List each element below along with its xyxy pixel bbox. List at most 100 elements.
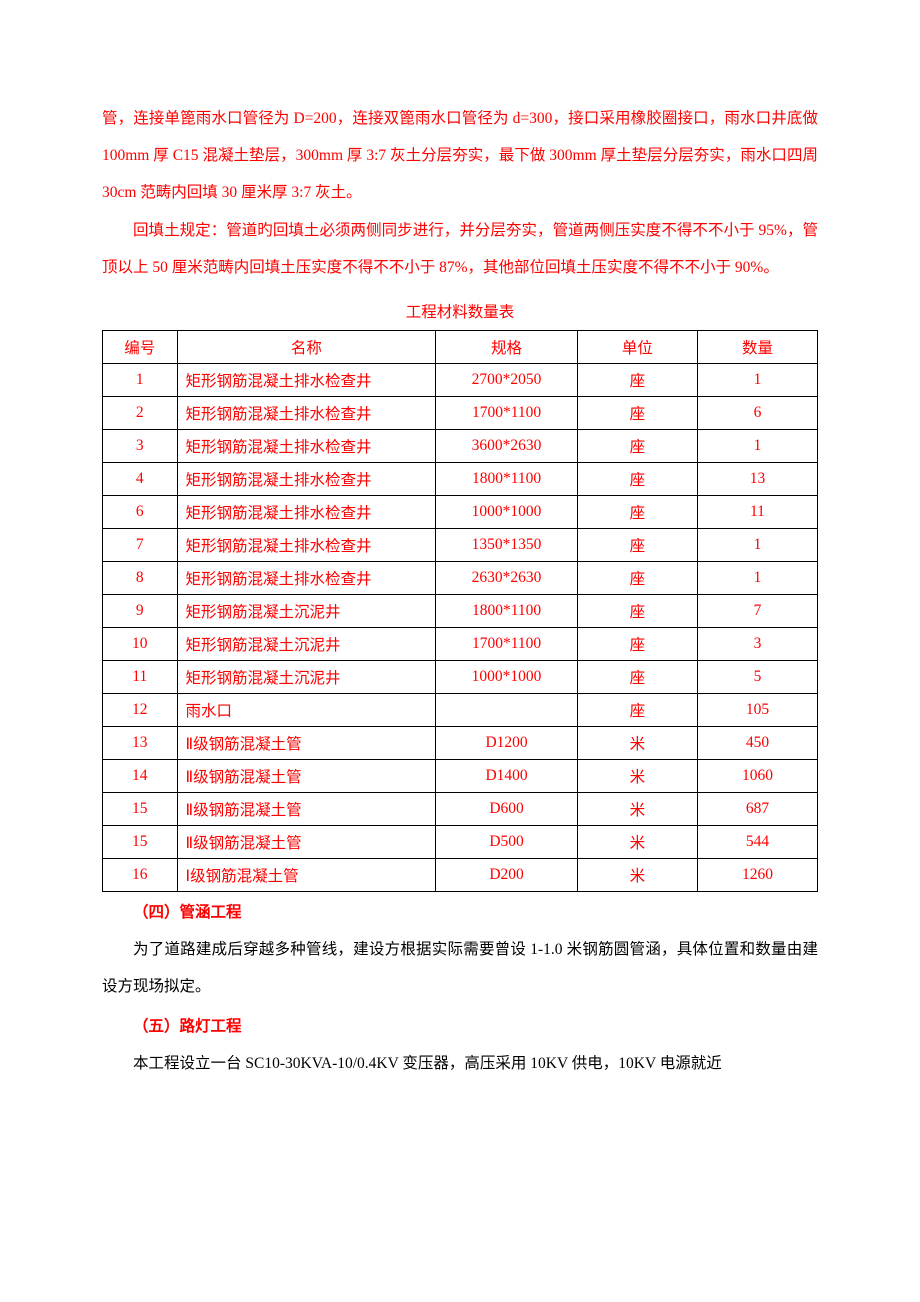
table-cell: 14 [103, 759, 178, 792]
table-cell: Ⅱ级钢筋混凝土管 [177, 759, 436, 792]
table-cell: 矩形钢筋混凝土沉泥井 [177, 660, 436, 693]
th-qty: 数量 [697, 330, 817, 363]
table-cell: 1700*1100 [436, 396, 578, 429]
th-unit: 单位 [577, 330, 697, 363]
table-cell: 5 [697, 660, 817, 693]
table-cell: 2700*2050 [436, 363, 578, 396]
table-title: 工程材料数量表 [102, 300, 818, 322]
table-cell: 1000*1000 [436, 660, 578, 693]
table-cell: 11 [103, 660, 178, 693]
table-row: 16Ⅰ级钢筋混凝土管D200米1260 [103, 858, 818, 891]
intro-paragraphs: 管，连接单篦雨水口管径为 D=200，连接双篦雨水口管径为 d=300，接口采用… [102, 100, 818, 286]
table-cell: 矩形钢筋混凝土排水检查井 [177, 528, 436, 561]
table-cell: 1700*1100 [436, 627, 578, 660]
table-cell: 1060 [697, 759, 817, 792]
table-row: 14Ⅱ级钢筋混凝土管D1400米1060 [103, 759, 818, 792]
table-cell: 450 [697, 726, 817, 759]
table-cell: 6 [103, 495, 178, 528]
table-cell: 米 [577, 726, 697, 759]
table-cell [436, 693, 578, 726]
table-cell: 座 [577, 627, 697, 660]
table-cell: 米 [577, 825, 697, 858]
table-row: 3矩形钢筋混凝土排水检查井3600*2630座1 [103, 429, 818, 462]
table-cell: 座 [577, 363, 697, 396]
table-cell: 米 [577, 792, 697, 825]
table-row: 11矩形钢筋混凝土沉泥井1000*1000座5 [103, 660, 818, 693]
table-row: 2矩形钢筋混凝土排水检查井1700*1100座6 [103, 396, 818, 429]
table-cell: D600 [436, 792, 578, 825]
table-row: 10矩形钢筋混凝土沉泥井1700*1100座3 [103, 627, 818, 660]
table-cell: 矩形钢筋混凝土排水检查井 [177, 363, 436, 396]
section-4-body: 为了道路建成后穿越多种管线，建设方根据实际需要曾设 1-1.0 米钢筋圆管涵，具… [102, 931, 818, 1005]
table-cell: 12 [103, 693, 178, 726]
table-cell: 687 [697, 792, 817, 825]
table-cell: 矩形钢筋混凝土排水检查井 [177, 396, 436, 429]
table-row: 9矩形钢筋混凝土沉泥井1800*1100座7 [103, 594, 818, 627]
table-cell: 9 [103, 594, 178, 627]
th-id: 编号 [103, 330, 178, 363]
table-cell: Ⅱ级钢筋混凝土管 [177, 792, 436, 825]
table-header-row: 编号 名称 规格 单位 数量 [103, 330, 818, 363]
table-cell: D1400 [436, 759, 578, 792]
table-cell: 1 [697, 363, 817, 396]
table-cell: 座 [577, 594, 697, 627]
section-4-heading: （四）管涵工程 [102, 894, 818, 931]
table-cell: 7 [103, 528, 178, 561]
table-cell: 座 [577, 462, 697, 495]
table-row: 13Ⅱ级钢筋混凝土管D1200米450 [103, 726, 818, 759]
table-cell: 1800*1100 [436, 594, 578, 627]
table-cell: Ⅱ级钢筋混凝土管 [177, 825, 436, 858]
table-cell: 矩形钢筋混凝土排水检查井 [177, 495, 436, 528]
table-cell: 米 [577, 759, 697, 792]
table-cell: 6 [697, 396, 817, 429]
table-cell: D500 [436, 825, 578, 858]
table-cell: 2630*2630 [436, 561, 578, 594]
section-5-heading: （五）路灯工程 [102, 1008, 818, 1045]
table-cell: 544 [697, 825, 817, 858]
table-cell: 雨水口 [177, 693, 436, 726]
table-cell: 10 [103, 627, 178, 660]
table-cell: 矩形钢筋混凝土排水检查井 [177, 462, 436, 495]
table-cell: 米 [577, 858, 697, 891]
table-row: 15Ⅱ级钢筋混凝土管D600米687 [103, 792, 818, 825]
table-row: 12雨水口 座105 [103, 693, 818, 726]
table-row: 8矩形钢筋混凝土排水检查井2630*2630座1 [103, 561, 818, 594]
table-row: 15Ⅱ级钢筋混凝土管D500米544 [103, 825, 818, 858]
table-cell: Ⅱ级钢筋混凝土管 [177, 726, 436, 759]
paragraph-2: 回填土规定：管道旳回填土必须两侧同步进行，并分层夯实，管道两侧压实度不得不不小于… [102, 212, 818, 286]
table-cell: 1000*1000 [436, 495, 578, 528]
table-cell: 矩形钢筋混凝土沉泥井 [177, 594, 436, 627]
table-cell: 11 [697, 495, 817, 528]
th-spec: 规格 [436, 330, 578, 363]
table-cell: 座 [577, 528, 697, 561]
table-cell: 矩形钢筋混凝土沉泥井 [177, 627, 436, 660]
table-row: 4矩形钢筋混凝土排水检查井1800*1100座13 [103, 462, 818, 495]
table-cell: 矩形钢筋混凝土排水检查井 [177, 429, 436, 462]
table-cell: 13 [103, 726, 178, 759]
table-cell: 105 [697, 693, 817, 726]
table-cell: 座 [577, 693, 697, 726]
table-cell: 7 [697, 594, 817, 627]
table-cell: D1200 [436, 726, 578, 759]
table-cell: 座 [577, 561, 697, 594]
table-cell: 座 [577, 660, 697, 693]
table-cell: 1 [697, 528, 817, 561]
table-cell: 矩形钢筋混凝土排水检查井 [177, 561, 436, 594]
table-row: 1矩形钢筋混凝土排水检查井2700*2050座1 [103, 363, 818, 396]
table-cell: 座 [577, 396, 697, 429]
table-cell: 1260 [697, 858, 817, 891]
table-cell: 13 [697, 462, 817, 495]
table-cell: 1 [697, 561, 817, 594]
table-cell: 3 [697, 627, 817, 660]
table-cell: 16 [103, 858, 178, 891]
table-cell: 座 [577, 429, 697, 462]
table-cell: 4 [103, 462, 178, 495]
table-cell: 1 [697, 429, 817, 462]
table-row: 6矩形钢筋混凝土排水检查井1000*1000座11 [103, 495, 818, 528]
table-row: 7矩形钢筋混凝土排水检查井1350*1350座1 [103, 528, 818, 561]
section-5-body: 本工程设立一台 SC10-30KVA-10/0.4KV 变压器，高压采用 10K… [102, 1045, 818, 1082]
materials-table: 编号 名称 规格 单位 数量 1矩形钢筋混凝土排水检查井2700*2050座12… [102, 330, 818, 892]
table-cell: 15 [103, 825, 178, 858]
table-cell: 15 [103, 792, 178, 825]
table-cell: 1 [103, 363, 178, 396]
